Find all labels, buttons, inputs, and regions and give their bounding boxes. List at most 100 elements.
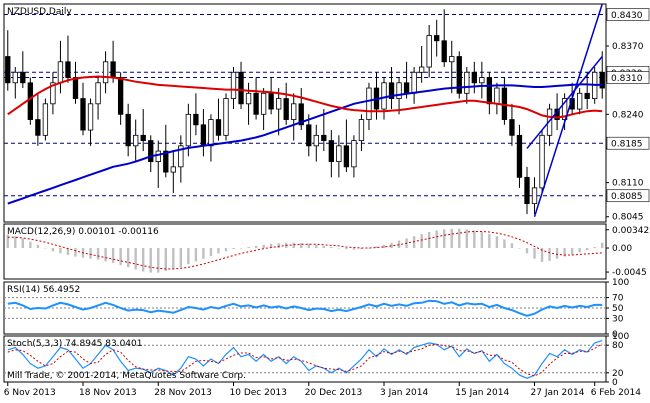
price-ytick-label: 0.8240: [612, 110, 644, 120]
candle-body: [185, 113, 192, 147]
candle-body: [516, 134, 523, 178]
candle-body: [80, 98, 86, 131]
macd-bar: [202, 248, 205, 259]
candle-body: [163, 150, 169, 173]
macd-bar: [480, 232, 484, 249]
macd-bar: [96, 248, 100, 260]
price-level-label: 0.8085: [611, 192, 643, 202]
x-tick-label: 15 Jan 2014: [455, 388, 509, 398]
price-level-tag: [606, 189, 650, 203]
candle-body: [306, 124, 312, 147]
macd-bar: [36, 244, 40, 249]
macd-bar: [322, 245, 326, 249]
macd-bar: [6, 234, 9, 249]
rsi-ytick-label: 100: [612, 278, 629, 288]
macd-bar: [126, 248, 130, 268]
candle-body: [276, 98, 282, 110]
candle-body: [313, 134, 319, 147]
price-title: NZDUSD,Daily: [7, 7, 72, 17]
candle-body: [223, 98, 229, 136]
candle-body: [343, 145, 350, 168]
x-tick-label: 3 Jan 2014: [380, 388, 428, 398]
candle-body: [441, 40, 447, 63]
channel-line: [533, 4, 603, 217]
macd-bar: [224, 248, 228, 252]
macd-bar: [104, 248, 107, 262]
macd-title: MACD(12,26,9) 0.00101 -0.00116: [7, 227, 159, 237]
macd-bar: [315, 244, 318, 249]
candle-body: [57, 61, 64, 84]
stoch-k-line: [7, 340, 603, 379]
pane-frame-0: [3, 3, 607, 223]
candle-body: [524, 176, 530, 205]
rsi-line: [7, 299, 603, 317]
x-tick-label: 6 Nov 2013: [4, 388, 56, 398]
macd-bar: [375, 246, 378, 249]
rsi-ytick-label: 30: [612, 314, 624, 324]
price-ytick-label: 0.8370: [612, 42, 644, 52]
price-ytick-label: 0.8110: [612, 179, 644, 189]
macd-bar: [525, 248, 529, 254]
candle-body: [291, 103, 297, 120]
candle-body: [418, 66, 425, 73]
stoch-ytick-label: 100: [612, 332, 629, 342]
price-ytick-label: 0.8045: [612, 213, 644, 223]
candle-body: [336, 145, 342, 162]
rsi-ytick-label: 50: [612, 304, 624, 314]
candle-body: [260, 92, 267, 115]
macd-bar: [548, 248, 551, 261]
candle-body: [50, 82, 56, 105]
macd-bar: [412, 236, 416, 249]
candle-body: [358, 119, 365, 141]
macd-bar: [21, 238, 25, 249]
macd-bar: [217, 248, 220, 254]
macd-bar: [239, 248, 243, 249]
price-level-tag: [606, 8, 650, 21]
macd-bar: [232, 248, 235, 250]
macd-bar: [179, 248, 183, 268]
candle-body: [328, 140, 334, 162]
macd-bar: [563, 248, 566, 257]
ma-blue-line: [7, 83, 603, 205]
rsi-ytick-label: 70: [612, 294, 624, 304]
candle-body: [351, 140, 357, 168]
candle-body: [283, 98, 289, 120]
candle-body: [479, 77, 485, 84]
macd-bar: [593, 246, 596, 249]
candle-body: [426, 35, 432, 68]
stoch-ytick-label: 20: [612, 369, 624, 379]
x-tick-label: 20 Dec 2013: [305, 388, 363, 398]
rsi-ytick-label: 0: [612, 330, 618, 340]
macd-bar: [495, 236, 499, 249]
candle-body: [268, 92, 274, 110]
stoch-ytick-label: 0: [612, 378, 618, 388]
macd-bar: [59, 248, 62, 254]
macd-bar: [390, 242, 393, 249]
candle-body: [321, 134, 327, 141]
candle-body: [577, 92, 583, 110]
macd-bar: [149, 248, 152, 273]
candle-body: [230, 71, 237, 99]
macd-bar: [488, 234, 491, 249]
price-level-tag: [606, 136, 650, 150]
candle-body: [65, 61, 71, 78]
macd-bar: [435, 230, 438, 249]
macd-bar: [503, 239, 506, 249]
candle-body: [456, 56, 462, 94]
x-tick-label: 27 Jan 2014: [531, 388, 585, 398]
macd-bar: [533, 248, 536, 259]
macd-bar: [247, 246, 250, 249]
candle-body: [599, 71, 605, 89]
macd-bar: [578, 248, 581, 253]
candle-body: [125, 113, 131, 147]
candle-body: [509, 119, 515, 136]
ma-red-line: [7, 75, 603, 119]
macd-bar: [172, 248, 175, 270]
price-level-label: 0.8310: [611, 74, 643, 84]
x-tick-label: 6 Feb 2014: [591, 388, 642, 398]
candle-body: [117, 77, 124, 115]
candle-body: [494, 87, 500, 105]
candle-body: [42, 103, 49, 136]
